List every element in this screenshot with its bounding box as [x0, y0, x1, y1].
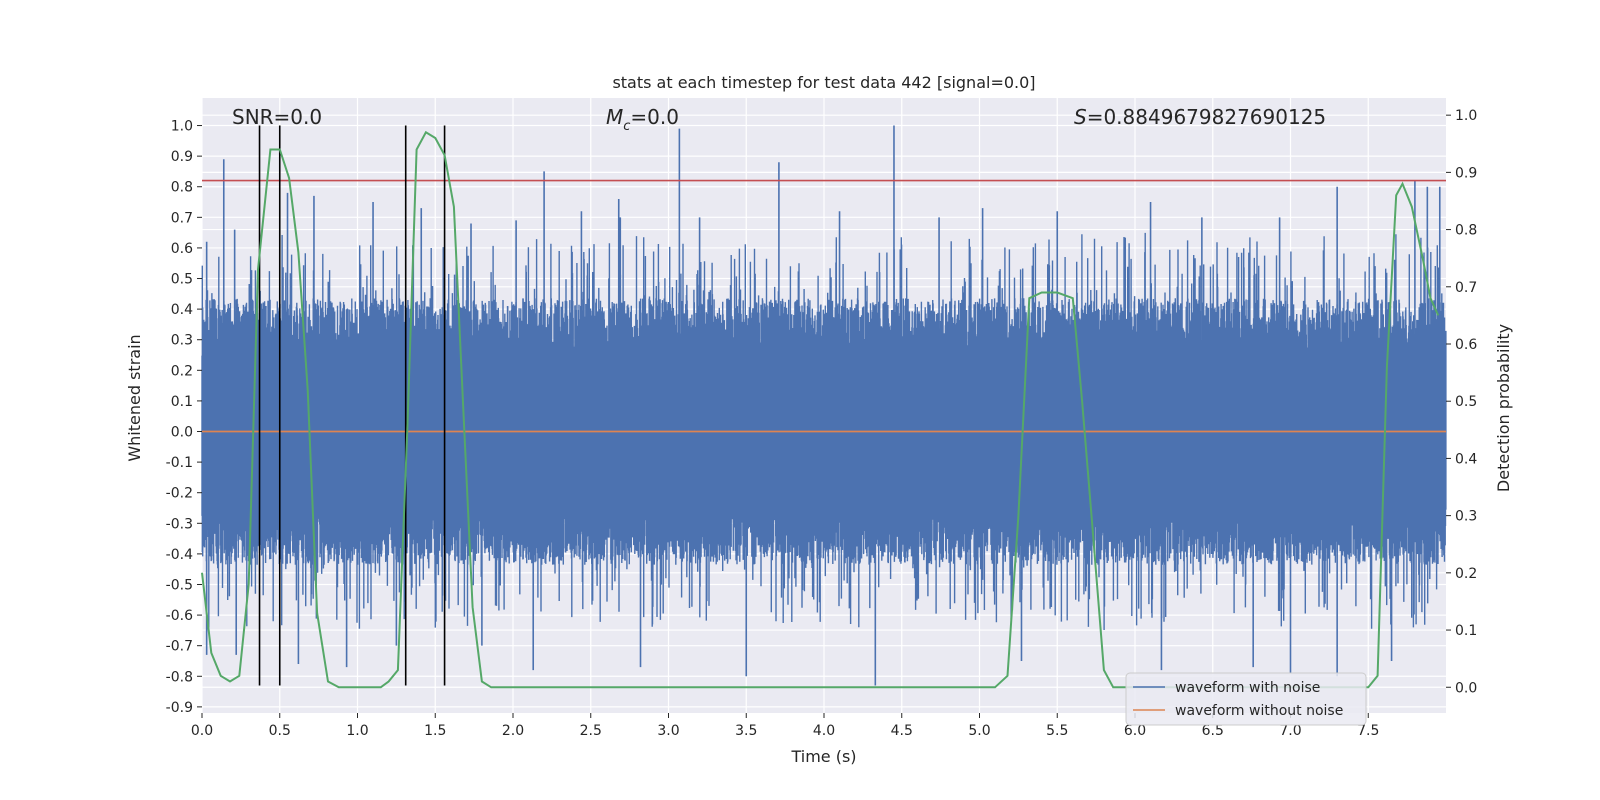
y-tick-label: 0.2	[171, 363, 193, 379]
right-y-axis-label: Detection probability	[1494, 324, 1513, 492]
snr-annotation: SNR=0.0	[232, 105, 322, 129]
right-y-tick-label: 0.6	[1455, 337, 1477, 353]
y-tick-label: 0.3	[171, 333, 193, 349]
y-tick-label: 0.9	[171, 149, 193, 165]
y-tick-label: 0.8	[171, 180, 193, 196]
x-tick-label: 3.5	[735, 723, 757, 739]
y-tick-label: -0.9	[166, 700, 193, 716]
legend: waveform with noise waveform without noi…	[1125, 672, 1367, 726]
legend-label-waveform-with-noise: waveform with noise	[1175, 680, 1320, 696]
x-tick-label: 5.0	[968, 723, 990, 739]
y-tick-label: -0.3	[166, 516, 193, 532]
x-tick-label: 7.5	[1357, 723, 1379, 739]
y-tick-label: 0.1	[171, 394, 193, 410]
x-tick-label: 1.5	[424, 723, 446, 739]
mc-subscript: c	[623, 119, 630, 134]
x-tick-label: 1.0	[346, 723, 368, 739]
legend-box	[1125, 672, 1367, 726]
x-tick-label: 4.5	[891, 723, 913, 739]
x-tick-label: 3.0	[657, 723, 679, 739]
y-tick-label: 0.6	[171, 241, 193, 257]
x-tick-label: 0.0	[191, 723, 213, 739]
y-tick-label: -0.2	[166, 486, 193, 502]
mc-value: =0.0	[630, 105, 679, 129]
right-y-tick-label: 0.9	[1455, 165, 1477, 181]
right-y-tick-label: 0.2	[1455, 566, 1477, 582]
s-value: =0.8849679827690125	[1087, 105, 1326, 129]
right-y-tick-label: 0.5	[1455, 394, 1477, 410]
y-tick-label: 0.4	[171, 302, 193, 318]
vertical-markers	[258, 125, 446, 686]
y-tick-label: -0.4	[166, 547, 193, 563]
right-y-axis-ticks: 0.0 0.1 0.2 0.3 0.4 0.5 0.6 0.7 0.8 0.9 1.0	[1446, 108, 1477, 696]
s-symbol: S	[1074, 105, 1087, 129]
right-y-tick-label: 0.8	[1455, 223, 1477, 239]
s-annotation: S=0.8849679827690125	[1074, 105, 1326, 129]
x-tick-label: 6.0	[1124, 723, 1146, 739]
mc-symbol: M	[606, 105, 623, 129]
right-y-tick-label: 0.0	[1455, 680, 1477, 696]
y-tick-label: -0.1	[166, 455, 193, 471]
waveform-with-noise-series	[201, 125, 1447, 686]
y-axis-ticks: -0.9 -0.8 -0.7 -0.6 -0.5 -0.4 -0.3 -0.2 -0.1 0.0 0…	[166, 119, 202, 716]
chirp-mass-annotation: Mc=0.0	[606, 105, 679, 134]
chart-title: stats at each timestep for test data 442…	[612, 73, 1035, 92]
x-tick-label: 0.5	[269, 723, 291, 739]
right-y-tick-label: 0.1	[1455, 623, 1477, 639]
legend-label-waveform-without-noise: waveform without noise	[1175, 703, 1343, 719]
x-axis-ticks: 0.0 0.5 1.0 1.5 2.0 2.5 3.0 3.5 4.0 4.5 5.0 5.5 6.0 6…	[191, 713, 1379, 739]
right-y-tick-label: 0.7	[1455, 280, 1477, 296]
x-tick-label: 4.0	[813, 723, 835, 739]
x-tick-label: 5.5	[1046, 723, 1068, 739]
x-tick-label: 2.5	[580, 723, 602, 739]
x-tick-label: 6.5	[1202, 723, 1224, 739]
y-tick-label: 0.5	[171, 272, 193, 288]
right-y-tick-label: 0.4	[1455, 451, 1477, 467]
right-y-tick-label: 0.3	[1455, 509, 1477, 525]
y-tick-label: -0.7	[166, 639, 193, 655]
y-tick-label: 1.0	[171, 119, 193, 135]
x-tick-label: 7.0	[1279, 723, 1301, 739]
y-axis-label: Whitened strain	[125, 334, 144, 461]
x-tick-label: 2.0	[502, 723, 524, 739]
y-tick-label: 0.0	[171, 425, 193, 441]
y-tick-label: -0.8	[166, 669, 193, 685]
right-y-tick-label: 1.0	[1455, 108, 1477, 124]
x-axis-label: Time (s)	[790, 747, 856, 766]
y-tick-label: -0.5	[166, 577, 193, 593]
y-tick-label: -0.6	[166, 608, 193, 624]
y-tick-label: 0.7	[171, 210, 193, 226]
